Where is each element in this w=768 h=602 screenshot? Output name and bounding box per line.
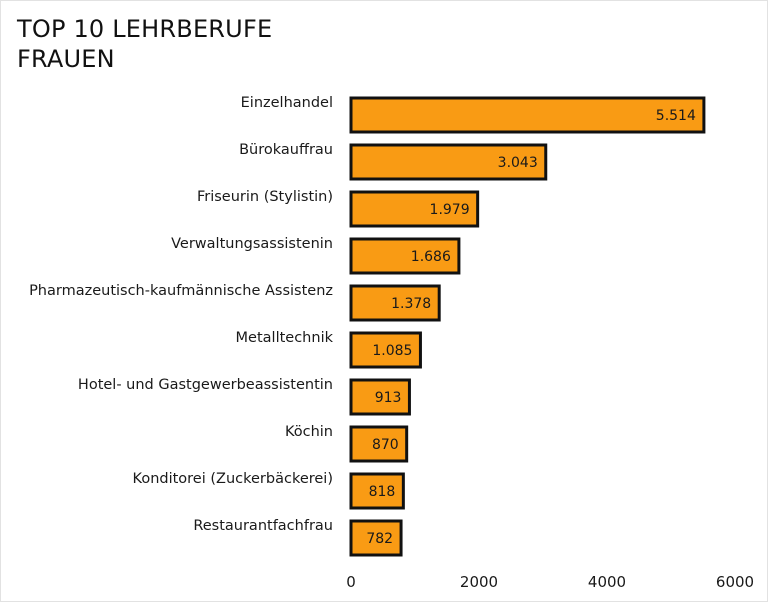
value-label: 5.514 xyxy=(656,108,696,124)
bar xyxy=(349,472,405,510)
x-tick-label: 2000 xyxy=(460,573,498,591)
value-label: 1.979 xyxy=(430,202,470,218)
bar xyxy=(349,425,409,463)
value-label: 818 xyxy=(369,484,396,500)
bar xyxy=(349,237,461,275)
bar xyxy=(349,378,411,416)
category-label: Bürokauffrau xyxy=(239,142,333,158)
title-line-1: TOP 10 LEHRBERUFE xyxy=(17,15,273,43)
chart-title: TOP 10 LEHRBERUFE FRAUEN xyxy=(17,14,272,74)
category-label: Pharmazeutisch-kaufmännische Assistenz xyxy=(29,283,333,299)
value-label: 913 xyxy=(375,390,402,406)
category-label: Konditorei (Zuckerbäckerei) xyxy=(133,471,333,487)
category-label: Einzelhandel xyxy=(241,95,333,111)
value-label: 1.686 xyxy=(411,249,451,265)
category-label: Hotel- und Gastgewerbeassistentin xyxy=(78,377,333,393)
x-tick-label: 6000 xyxy=(716,573,754,591)
x-tick-label: 4000 xyxy=(588,573,626,591)
category-label: Restaurantfachfrau xyxy=(193,518,333,534)
bar xyxy=(349,284,441,322)
category-label: Friseurin (Stylistin) xyxy=(197,189,333,205)
value-label: 3.043 xyxy=(498,155,538,171)
bar xyxy=(349,143,548,181)
category-label: Metalltechnik xyxy=(236,330,334,346)
value-label: 870 xyxy=(372,437,399,453)
category-label: Köchin xyxy=(285,424,333,440)
bar xyxy=(349,519,403,557)
bar xyxy=(349,96,706,134)
title-line-2: FRAUEN xyxy=(17,45,115,73)
value-label: 782 xyxy=(366,531,393,547)
value-label: 1.085 xyxy=(372,343,412,359)
value-label: 1.378 xyxy=(391,296,431,312)
x-tick-label: 0 xyxy=(346,573,356,591)
category-label: Verwaltungsassistenin xyxy=(171,236,333,252)
bar xyxy=(349,190,480,228)
bar xyxy=(349,331,422,369)
